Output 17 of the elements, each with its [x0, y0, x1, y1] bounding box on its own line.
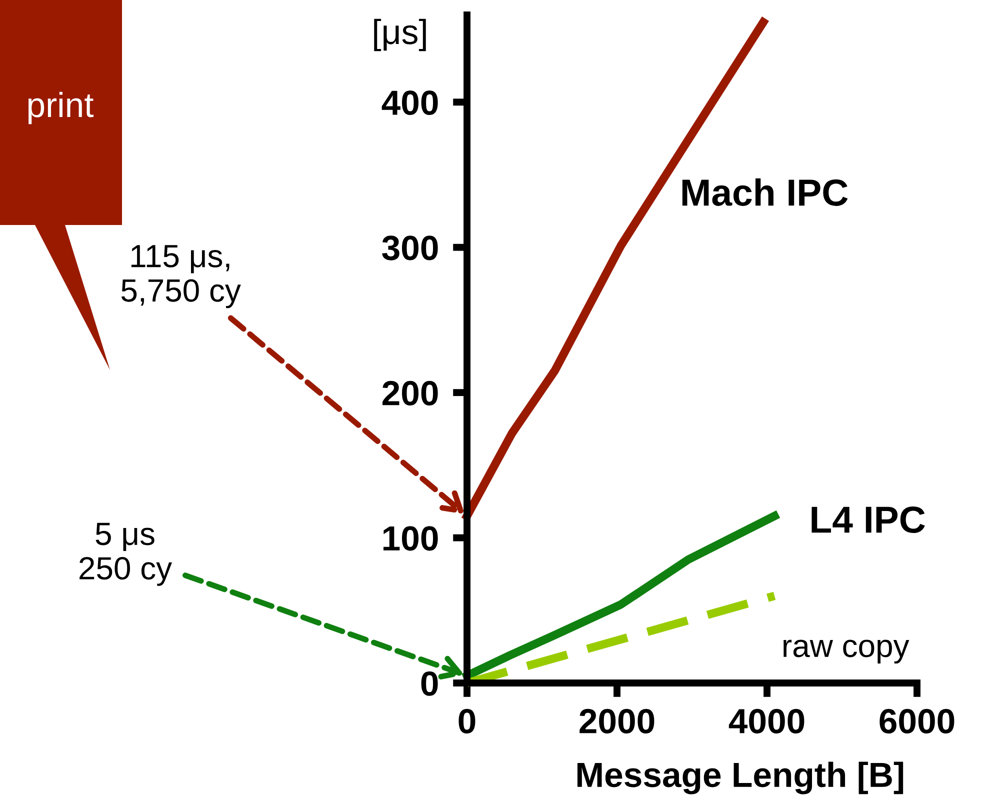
annotation: 115 μs, 5,750 cy [121, 245, 241, 308]
x-tick-label: 2000 [580, 708, 654, 734]
series-label: L4 IPC [812, 506, 925, 534]
x-axis-title: Message Length [B] [577, 762, 904, 794]
y-axis-title: [μs] [374, 18, 426, 52]
y-tick-label: 400 [382, 90, 438, 116]
x-tick-label: 4000 [728, 708, 804, 734]
x-tick-label: 0 [458, 708, 476, 734]
annotation: 5 μs 250 cy [80, 522, 172, 586]
y-tick-label: 200 [382, 380, 438, 406]
y-tick-label: 0 [421, 671, 438, 696]
series-label: Mach IPC [682, 178, 848, 206]
text: print [28, 92, 94, 124]
y-tick-label: 100 [383, 526, 438, 551]
x-tick-label: 6000 [880, 708, 954, 734]
y-tick-label: 300 [382, 236, 438, 260]
series-label: raw copy [784, 640, 910, 664]
